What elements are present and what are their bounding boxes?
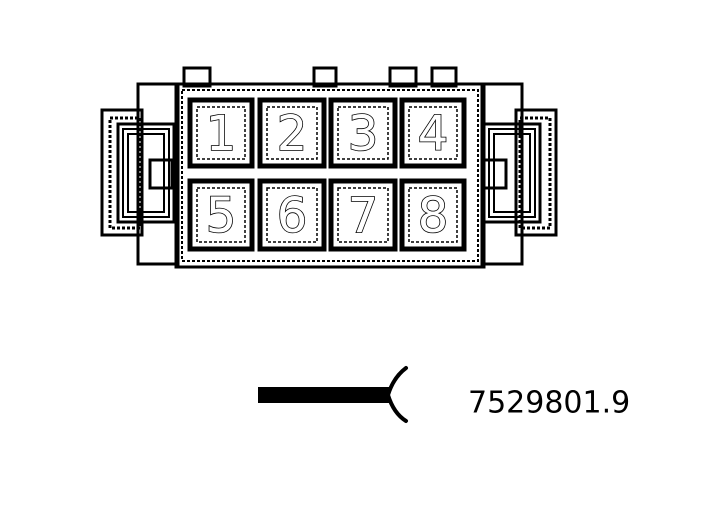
pin-cell-3: 3 (328, 97, 398, 169)
pin-cell-1: 1 (187, 97, 255, 169)
pin-cell-5: 5 (187, 178, 255, 252)
pin-cell-4: 4 (399, 97, 467, 169)
left-side-wing (100, 82, 180, 266)
pin-label-4: 4 (418, 106, 449, 162)
pin-cell-8: 8 (399, 178, 467, 252)
pin-grid: 1 2 3 4 5 6 7 (187, 97, 467, 252)
wire-bar (258, 387, 390, 403)
pin-label-7: 7 (348, 188, 379, 244)
connector-housing (100, 66, 558, 269)
part-number-label: 7529801.9 (468, 386, 630, 421)
pin-cell-7: 7 (328, 178, 398, 252)
pin-label-3: 3 (348, 106, 379, 162)
top-latch-1 (182, 66, 212, 88)
right-side-wing (480, 82, 558, 266)
top-latch-3 (388, 66, 418, 88)
wire-harness-icon (258, 366, 408, 423)
pin-label-2: 2 (277, 106, 308, 162)
top-latch-4 (430, 66, 458, 88)
pin-label-6: 6 (277, 188, 308, 244)
pin-label-5: 5 (206, 188, 237, 244)
pin-label-8: 8 (418, 188, 449, 244)
housing-inner (181, 89, 479, 262)
pin-label-1: 1 (206, 106, 237, 162)
pin-cell-6: 6 (257, 178, 327, 252)
pin-cell-2: 2 (257, 97, 327, 169)
wire-split (386, 366, 408, 423)
top-latch-2 (312, 66, 338, 88)
